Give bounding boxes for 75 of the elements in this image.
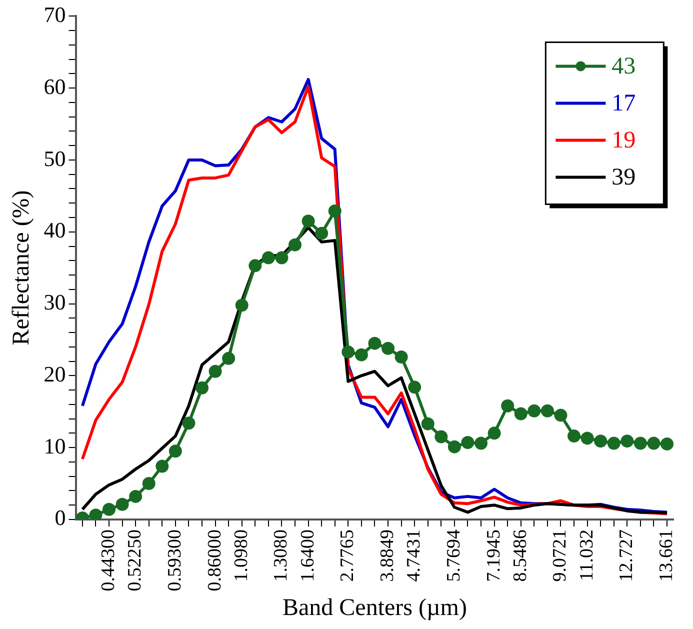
x-tick-label: 1.6400 <box>297 529 318 582</box>
y-tick-label: 70 <box>44 2 66 27</box>
legend-label: 43 <box>612 53 636 80</box>
point <box>168 444 182 458</box>
point <box>461 436 474 450</box>
x-tick-label: 13.661 <box>656 529 678 582</box>
x-tick-label: 2.7765 <box>337 529 358 582</box>
point <box>647 436 660 450</box>
point <box>248 259 262 272</box>
x-tick-label: 8.5486 <box>510 529 531 582</box>
point <box>208 364 222 378</box>
point <box>580 432 594 445</box>
point <box>328 204 342 218</box>
point <box>528 404 541 418</box>
point <box>102 502 116 516</box>
point <box>474 436 488 450</box>
point <box>488 426 501 440</box>
x-tick-label: 11.032 <box>576 529 598 581</box>
y-tick-label: 30 <box>44 290 66 315</box>
x-tick-label: 7.1945 <box>483 529 504 582</box>
point <box>514 407 528 420</box>
point <box>620 434 634 448</box>
x-tick-label: 4.7431 <box>404 529 425 582</box>
point <box>275 251 288 264</box>
x-tick-label: 1.0980 <box>230 529 252 582</box>
point <box>235 298 248 312</box>
point <box>196 381 209 394</box>
point <box>448 440 461 454</box>
point <box>540 404 554 418</box>
point <box>262 251 275 264</box>
y-tick-label: 50 <box>44 146 66 171</box>
point <box>660 437 674 450</box>
x-tick-label: 9.0721 <box>550 529 571 582</box>
x-axis-title: Band Centers (µm) <box>282 594 467 621</box>
x-tick-label: 0.52250 <box>124 529 146 592</box>
point <box>394 350 408 364</box>
legend-label: 39 <box>612 164 636 190</box>
point <box>342 345 355 358</box>
point <box>434 430 448 444</box>
point <box>368 336 382 350</box>
point <box>315 226 328 240</box>
x-tick-label: 1.3080 <box>270 529 292 582</box>
y-tick-label: 10 <box>44 433 66 458</box>
legend-label: 19 <box>612 127 636 154</box>
point <box>554 408 568 422</box>
x-tick-label: 0.86000 <box>204 529 226 592</box>
x-tick-label: 12.727 <box>616 529 638 582</box>
point <box>501 399 514 412</box>
y-tick-label: 0 <box>54 505 66 530</box>
point <box>182 416 196 430</box>
point <box>354 348 368 362</box>
point <box>634 436 647 450</box>
point <box>156 460 169 473</box>
y-tick-label: 20 <box>44 361 66 386</box>
point <box>129 490 142 503</box>
point <box>421 417 434 430</box>
x-tick-label: 3.8849 <box>377 529 398 582</box>
point <box>288 238 302 252</box>
y-tick-label: 60 <box>44 74 66 99</box>
y-axis-title: Reflectance (%) <box>8 190 35 346</box>
point <box>408 380 422 394</box>
x-tick-label: 0.44300 <box>98 529 119 592</box>
x-tick-label: 0.59300 <box>164 529 186 592</box>
point <box>142 477 156 490</box>
point <box>382 342 395 355</box>
point <box>568 430 581 443</box>
point <box>302 214 315 228</box>
y-tick-label: 40 <box>44 218 66 243</box>
point <box>594 434 608 448</box>
x-tick-label: 5.7694 <box>443 528 464 582</box>
legend-label: 17 <box>612 90 636 116</box>
point <box>607 436 620 450</box>
point <box>222 352 236 365</box>
point <box>116 498 129 511</box>
point <box>89 508 102 520</box>
